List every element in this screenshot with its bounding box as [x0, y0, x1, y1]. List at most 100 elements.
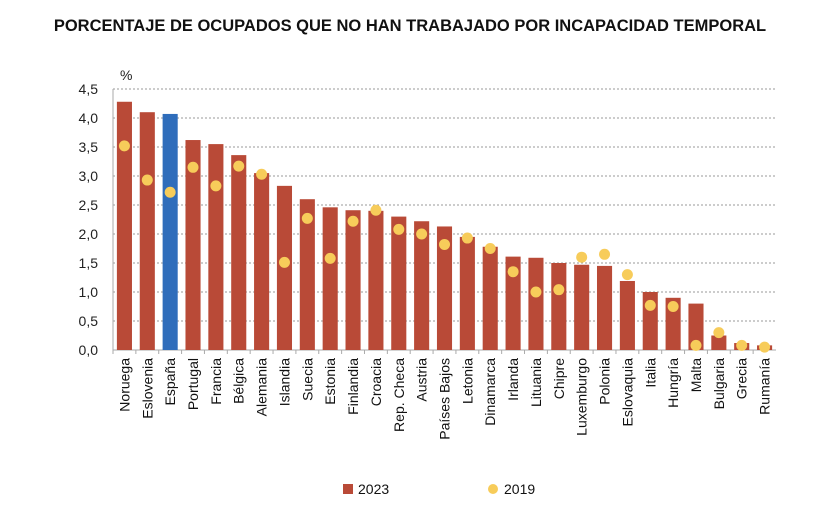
point-2019-3 [187, 161, 199, 173]
bar-2023-2 [162, 113, 178, 350]
x-tick-label: Noruega [116, 358, 132, 412]
y-tick-label: 0,0 [79, 342, 99, 358]
x-tick-label: Luxemburgo [574, 358, 590, 436]
bar-2023-26 [711, 335, 727, 350]
x-tick-label: Países Bajos [437, 358, 453, 440]
point-2019-0 [118, 140, 130, 152]
x-tick-label: Hungría [665, 358, 681, 408]
chart-title: PORCENTAJE DE OCUPADOS QUE NO HAN TRABAJ… [53, 17, 767, 35]
x-tick-label: Finlandia [345, 358, 361, 415]
y-tick-label: 3,0 [79, 168, 99, 184]
y-tick-label: 3,5 [79, 139, 99, 155]
bar-2023-18 [528, 257, 544, 350]
y-tick-label: 4,5 [79, 81, 99, 97]
point-2019-22 [621, 269, 633, 281]
x-tick-label: Letonia [459, 358, 475, 404]
y-tick-label: 2,0 [79, 226, 99, 242]
x-tick-label: Rumanía [757, 358, 773, 415]
bar-2023-6 [254, 173, 270, 350]
x-tick-label: Dinamarca [482, 358, 498, 426]
y-tick-label: 2,5 [79, 197, 99, 213]
x-tick-label: Islandia [276, 358, 292, 406]
point-2019-19 [553, 284, 565, 296]
point-2019-17 [507, 266, 519, 278]
x-tick-label: Chipre [551, 358, 567, 399]
x-tick-label: Eslovaquia [619, 358, 635, 427]
bar-2023-4 [208, 144, 224, 350]
bar-2023-3 [185, 140, 201, 350]
point-2019-9 [324, 252, 336, 264]
x-tick-label: Rep. Checa [391, 358, 407, 432]
bar-2023-17 [505, 256, 521, 350]
x-tick-label: Lituania [528, 358, 544, 407]
legend-swatch-2023 [343, 484, 353, 494]
bar-2023-14 [436, 226, 453, 350]
y-tick-label: 1,0 [79, 284, 99, 300]
bar-2023-10 [345, 210, 361, 350]
y-axis-unit: % [120, 67, 132, 83]
point-2019-26 [713, 327, 725, 339]
point-2019-13 [416, 228, 428, 240]
x-tick-label: Suecia [299, 358, 315, 401]
bar-2023-11 [368, 210, 384, 350]
x-tick-label: Estonia [322, 358, 338, 405]
point-2019-25 [690, 339, 702, 351]
bar-2023-15 [459, 236, 475, 350]
y-tick-label: 4,0 [79, 110, 99, 126]
legend-swatch-2019 [488, 484, 498, 494]
bar-2023-8 [299, 199, 315, 350]
x-tick-label: Portugal [185, 358, 201, 410]
bar-2023-7 [276, 185, 293, 350]
x-tick-label: Bélgica [231, 358, 247, 404]
x-tick-label: Polonia [597, 358, 613, 405]
point-2019-14 [439, 238, 450, 250]
legend-label-2019: 2019 [504, 481, 535, 497]
x-tick-label: Eslovenia [139, 358, 155, 419]
x-tick-label: Austria [414, 358, 430, 402]
bar-2023-0 [116, 101, 132, 350]
point-2019-21 [599, 248, 611, 260]
bar-2023-22 [619, 280, 635, 350]
point-2019-8 [301, 212, 313, 224]
bar-2023-1 [139, 112, 155, 350]
point-2019-23 [644, 299, 656, 311]
x-tick-label: Croacia [368, 358, 384, 406]
bar-2023-20 [574, 264, 590, 350]
x-tick-label: Malta [688, 358, 704, 392]
point-2019-11 [370, 204, 382, 216]
bar-2023-21 [596, 265, 613, 350]
point-2019-20 [576, 251, 588, 263]
bar-2023-25 [688, 303, 704, 350]
bar-2023-12 [391, 216, 407, 350]
point-2019-16 [484, 243, 496, 254]
legend-label-2023: 2023 [358, 481, 389, 497]
bar-2023-24 [665, 297, 681, 350]
x-tick-label: Irlanda [505, 358, 521, 401]
x-tick-label: España [162, 358, 178, 406]
x-tick-label: Grecia [734, 358, 750, 399]
point-2019-1 [141, 174, 153, 186]
bar-2023-9 [322, 207, 338, 350]
point-2019-12 [393, 223, 405, 235]
bar-2023-13 [414, 221, 430, 350]
point-2019-15 [461, 232, 473, 244]
x-tick-label: Alemania [254, 358, 270, 417]
point-2019-6 [256, 168, 268, 180]
point-2019-7 [278, 256, 290, 268]
x-tick-label: Bulgaria [711, 358, 727, 410]
bar-2023-19 [551, 263, 567, 350]
point-2019-10 [347, 215, 359, 227]
point-2019-2 [164, 186, 176, 198]
point-2019-24 [667, 301, 679, 312]
point-2019-27 [736, 339, 748, 351]
point-2019-5 [233, 160, 245, 172]
bar-2023-5 [231, 155, 247, 350]
x-tick-label: Italia [642, 358, 658, 388]
bar-2023-16 [482, 246, 498, 350]
point-2019-18 [530, 286, 542, 298]
y-tick-label: 1,5 [79, 255, 99, 271]
point-2019-4 [210, 180, 222, 192]
point-2019-28 [759, 341, 771, 353]
x-tick-label: Francia [208, 358, 224, 405]
